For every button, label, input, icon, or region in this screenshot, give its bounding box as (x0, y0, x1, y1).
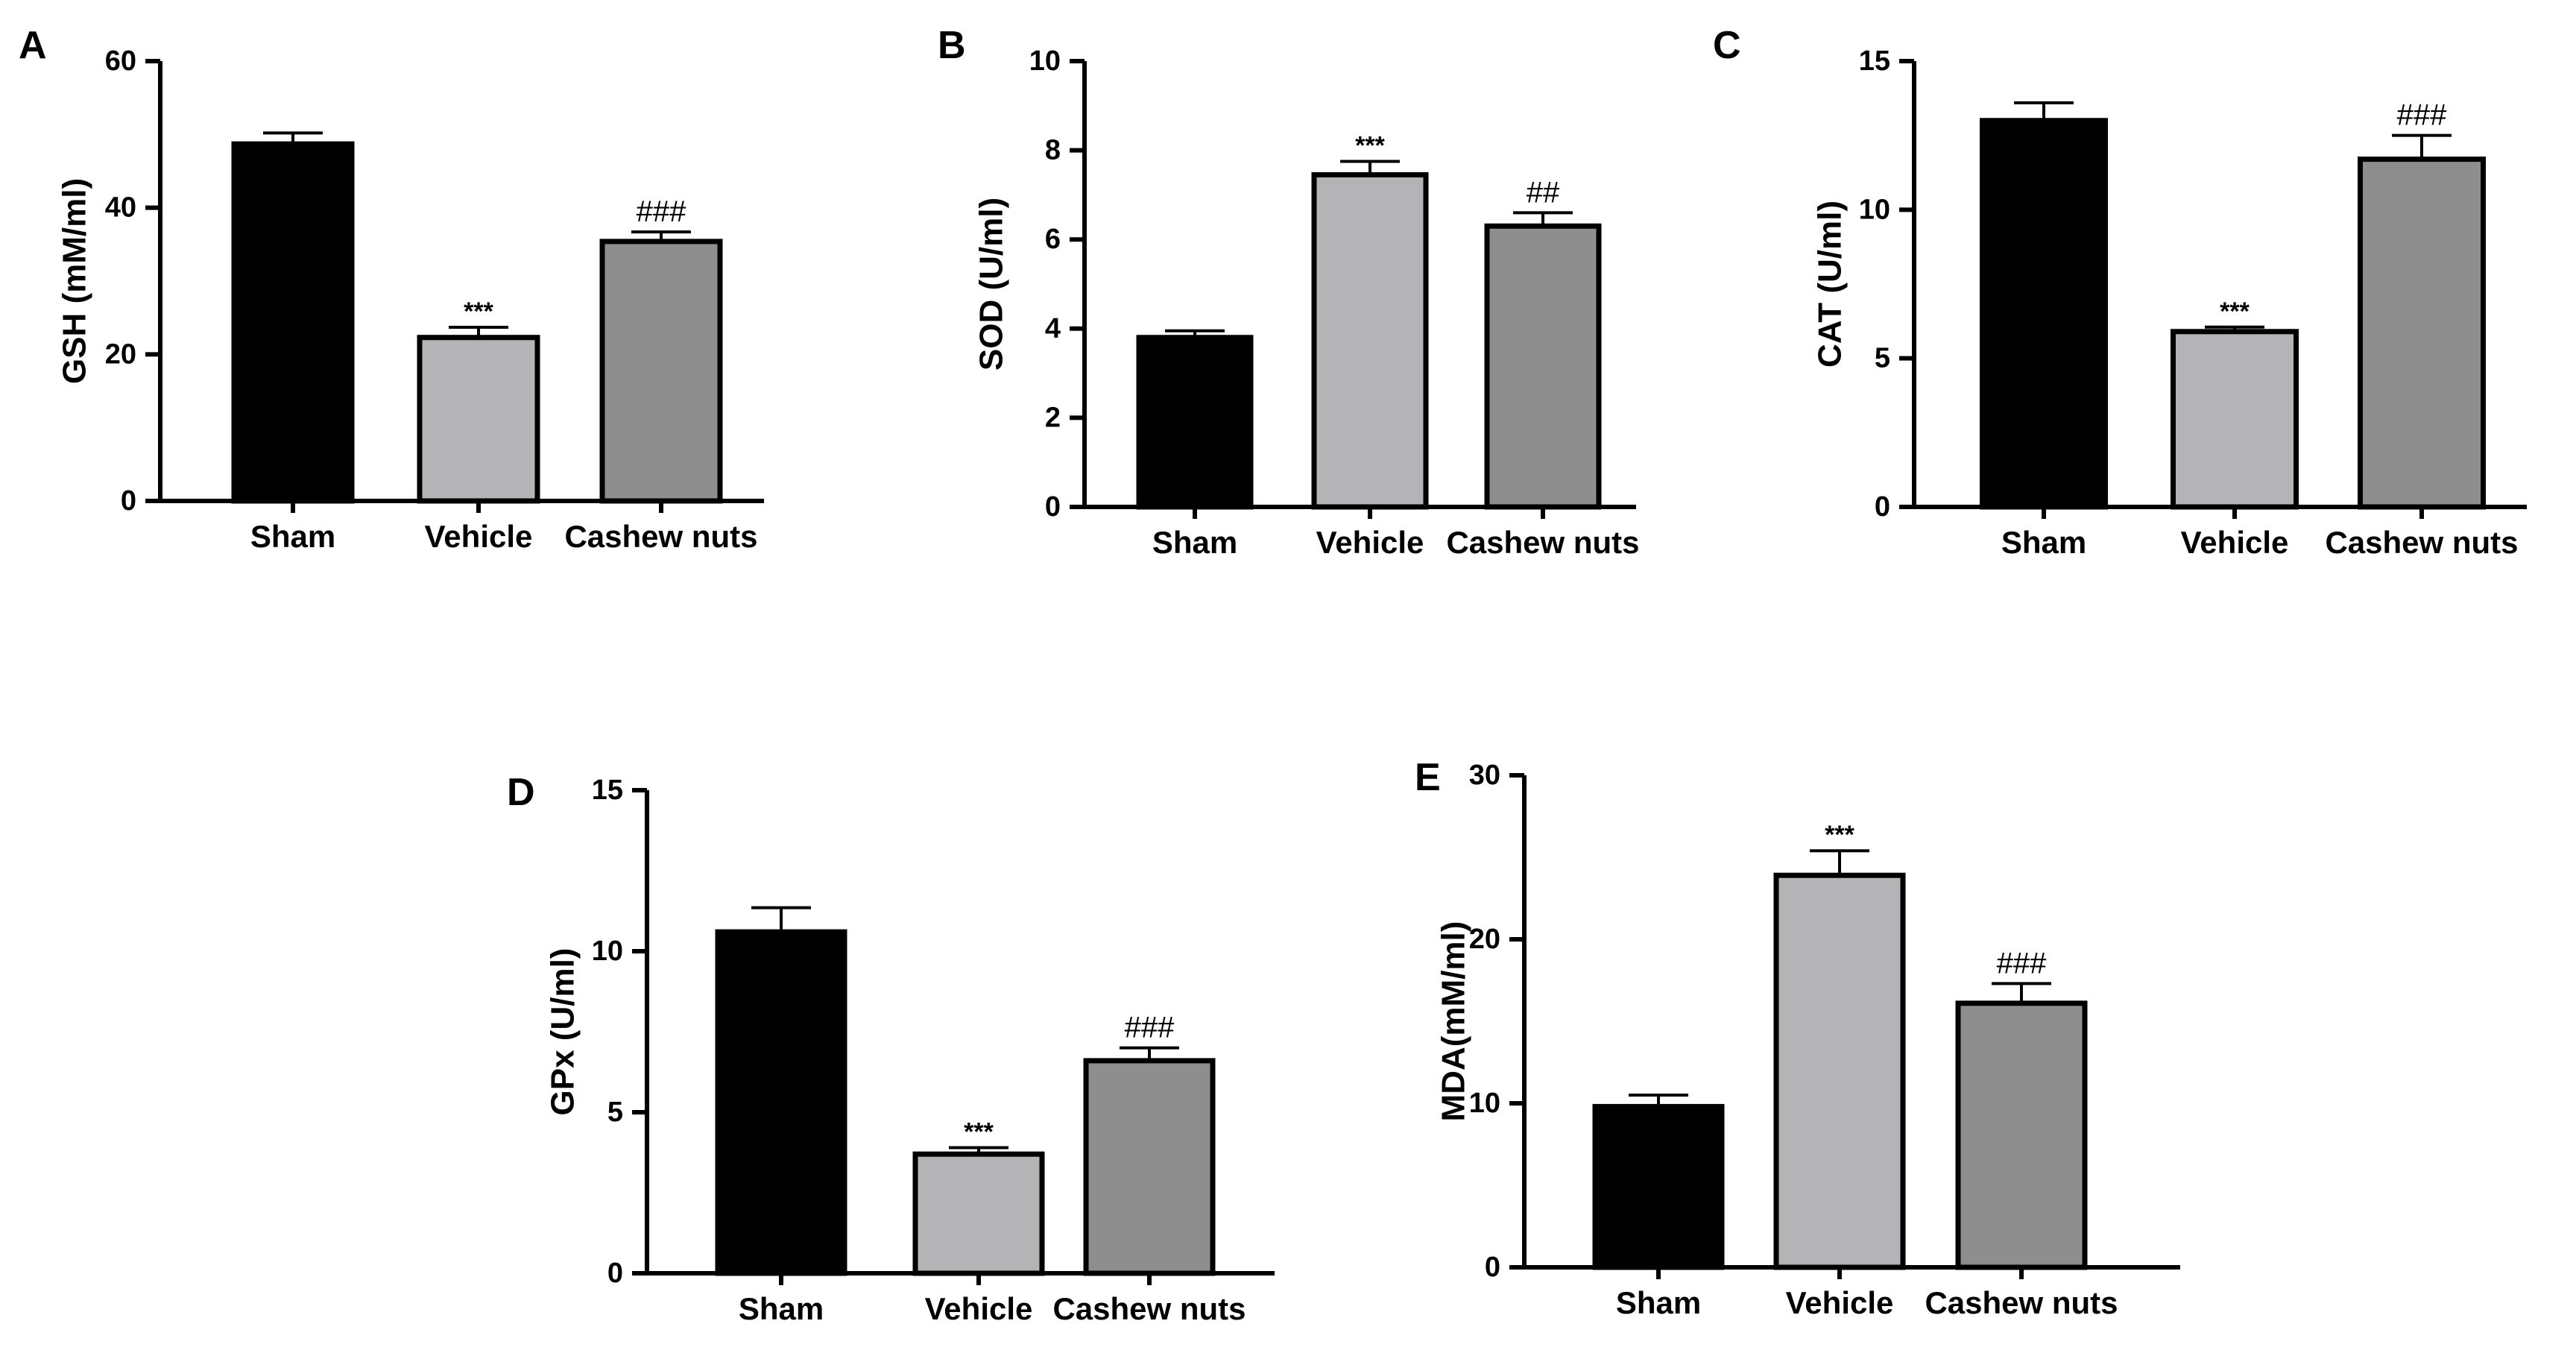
y-axis-label: SOD (U/ml) (973, 198, 1010, 371)
x-tick-label: Cashew nuts (1052, 1291, 1246, 1326)
y-tick-label: 30 (1469, 760, 1500, 791)
y-tick-label: 60 (105, 45, 136, 77)
x-tick-label: Vehicle (425, 519, 533, 554)
y-tick-label: 20 (1469, 924, 1500, 955)
panel-letter: B (938, 24, 966, 67)
significance-label: *** (1355, 132, 1385, 160)
x-tick-label: Vehicle (2181, 525, 2289, 560)
error-bar (449, 325, 508, 338)
panel-letter: A (19, 24, 47, 67)
error-bar (1992, 982, 2051, 1003)
significance-label: *** (464, 297, 493, 326)
x-tick-label: Cashew nuts (1925, 1285, 2118, 1320)
error-bar (631, 230, 691, 242)
bar-cashew-nuts (1955, 1000, 2088, 1270)
x-tick-label: Sham (739, 1291, 824, 1326)
chart-panel-d: D GPx (U/ml) Sham *** Vehicle ### Cashew nuts 0… (507, 771, 1275, 1326)
x-tick-label: Sham (1152, 525, 1237, 560)
y-tick-label: 0 (1485, 1252, 1500, 1283)
bar-cashew-nuts (1484, 223, 1602, 510)
y-tick-label: 40 (105, 192, 136, 224)
significance-label: *** (1825, 821, 1854, 849)
bar-sham (1592, 1103, 1725, 1270)
significance-label: ### (2397, 99, 2447, 132)
y-tick-label: 10 (1859, 194, 1890, 225)
error-bar (1810, 849, 1869, 876)
chart-panel-a: A GSH (mM/ml) Sham *** Vehicle ### Cashew nuts… (19, 24, 764, 554)
bar-sham (231, 141, 355, 504)
y-tick-label: 10 (1469, 1088, 1500, 1119)
bar-sham (1136, 335, 1254, 510)
bar-cashew-nuts (1083, 1058, 1216, 1276)
y-tick-label: 20 (105, 338, 136, 370)
bar-cashew-nuts (599, 239, 723, 504)
y-tick-label: 4 (1045, 313, 1061, 344)
error-bar (1120, 1046, 1179, 1061)
error-bar (263, 131, 323, 145)
bar-vehicle (2171, 329, 2299, 510)
y-tick-label: 10 (592, 936, 623, 967)
y-tick-label: 2 (1045, 402, 1061, 433)
x-tick-label: Vehicle (1316, 525, 1424, 560)
bar-cashew-nuts (2358, 157, 2486, 510)
panel-letter: C (1713, 24, 1741, 67)
significance-label: ### (1997, 947, 2047, 980)
x-tick-label: Vehicle (925, 1291, 1033, 1326)
bar-vehicle (912, 1151, 1045, 1276)
y-tick-label: 0 (607, 1258, 623, 1289)
y-axis-label: CAT (U/ml) (1812, 201, 1849, 368)
y-tick-label: 5 (607, 1097, 623, 1128)
bar-vehicle (1773, 872, 1906, 1270)
y-axis-label: MDA(mM/ml) (1436, 921, 1472, 1122)
x-tick-label: Sham (2001, 525, 2086, 560)
panel-letter: E (1415, 756, 1441, 799)
chart-panel-c: C CAT (U/ml) Sham *** Vehicle ### Cashew nuts 0… (1713, 24, 2527, 560)
bar-sham (1980, 118, 2108, 510)
bar-vehicle (417, 335, 540, 504)
error-bar (1629, 1094, 1688, 1107)
y-axis-label: GPx (U/ml) (545, 948, 581, 1116)
y-tick-label: 5 (1875, 343, 1890, 374)
significance-label: *** (2220, 297, 2250, 326)
error-bar (1513, 211, 1573, 227)
y-tick-label: 0 (121, 485, 136, 517)
error-bar (751, 906, 811, 933)
y-tick-label: 0 (1045, 491, 1061, 523)
significance-label: ### (637, 195, 686, 228)
y-axis-label: GSH (mM/ml) (57, 178, 93, 384)
chart-panel-b: B SOD (U/ml) Sham *** Vehicle ## Cashew nuts 0 2… (938, 24, 1640, 560)
x-tick-label: Sham (250, 519, 335, 554)
error-bar (2205, 325, 2264, 332)
error-bar (1340, 160, 1400, 175)
panel-letter: D (507, 771, 535, 814)
error-bar (949, 1146, 1008, 1155)
x-tick-label: Vehicle (1786, 1285, 1894, 1320)
y-tick-label: 0 (1875, 491, 1890, 523)
significance-label: *** (964, 1118, 994, 1147)
significance-label: ### (1125, 1012, 1175, 1044)
x-tick-label: Cashew nuts (1446, 525, 1639, 560)
y-tick-label: 10 (1029, 45, 1061, 77)
y-tick-label: 6 (1045, 224, 1061, 255)
bar-sham (715, 929, 847, 1276)
bar-vehicle (1311, 171, 1429, 510)
x-tick-label: Sham (1616, 1285, 1701, 1320)
y-tick-label: 15 (1859, 45, 1890, 77)
y-tick-label: 15 (592, 775, 623, 806)
significance-label: ## (1527, 176, 1560, 209)
x-tick-label: Cashew nuts (2325, 525, 2518, 560)
y-tick-label: 8 (1045, 135, 1061, 166)
x-tick-label: Cashew nuts (564, 519, 757, 554)
error-bar (1165, 329, 1225, 338)
error-bar (2392, 133, 2452, 160)
error-bar (2014, 101, 2074, 121)
chart-panel-e: E MDA(mM/ml) Sham *** Vehicle ### Cashew nuts 0… (1415, 756, 2180, 1320)
